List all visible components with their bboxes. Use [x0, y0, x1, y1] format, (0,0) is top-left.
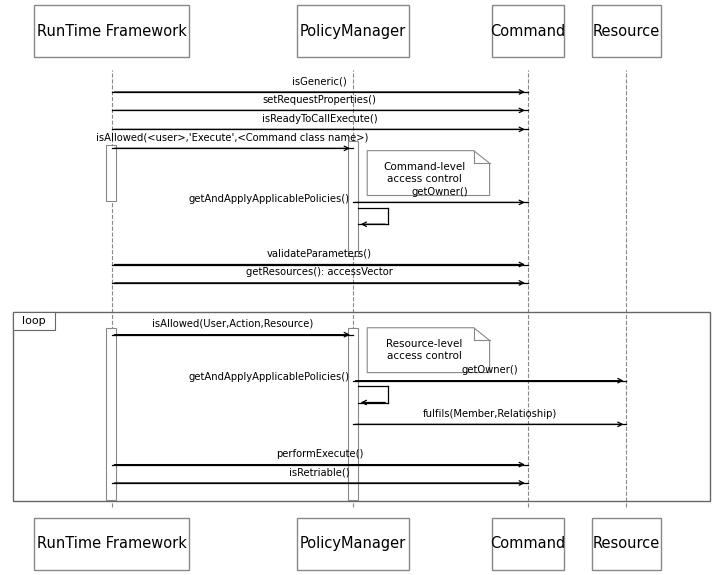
Text: getOwner(): getOwner()	[412, 187, 469, 197]
Text: Resource-level
access control: Resource-level access control	[386, 339, 463, 361]
Text: Command-level
access control: Command-level access control	[383, 162, 466, 184]
Text: Resource: Resource	[593, 536, 660, 551]
Bar	[297, 518, 409, 570]
Polygon shape	[367, 151, 490, 196]
Text: RunTime Framework: RunTime Framework	[37, 536, 186, 551]
Bar	[593, 518, 661, 570]
Bar	[492, 518, 564, 570]
Text: Command: Command	[490, 536, 565, 551]
Text: performExecute(): performExecute()	[276, 449, 364, 459]
Text: setRequestProperties(): setRequestProperties()	[263, 95, 377, 105]
Text: isGeneric(): isGeneric()	[292, 76, 347, 86]
Text: getOwner(): getOwner()	[462, 365, 518, 375]
Bar	[348, 141, 358, 256]
Bar	[35, 518, 189, 570]
Text: Command: Command	[490, 24, 565, 39]
Bar	[593, 5, 661, 57]
Text: PolicyManager: PolicyManager	[300, 24, 406, 39]
Polygon shape	[367, 328, 490, 373]
Text: RunTime Framework: RunTime Framework	[37, 24, 186, 39]
Bar	[106, 328, 116, 500]
Text: getAndApplyApplicablePolicies(): getAndApplyApplicablePolicies()	[188, 372, 349, 382]
Bar	[492, 5, 564, 57]
Bar	[348, 328, 358, 500]
Bar	[35, 5, 189, 57]
Bar	[106, 145, 116, 201]
Text: Resource: Resource	[593, 24, 660, 39]
Bar	[13, 312, 710, 501]
Text: getResources(): accessVector: getResources(): accessVector	[246, 267, 393, 277]
Text: isAllowed(User,Action,Resource): isAllowed(User,Action,Resource)	[152, 319, 312, 329]
Text: getAndApplyApplicablePolicies(): getAndApplyApplicablePolicies()	[188, 194, 349, 204]
Text: validateParameters(): validateParameters()	[267, 249, 372, 259]
Bar	[13, 312, 55, 330]
Bar	[297, 5, 409, 57]
Text: fulfils(Member,Relatioship): fulfils(Member,Relatioship)	[423, 409, 557, 419]
Text: isAllowed(<user>,'Execute',<Command class name>): isAllowed(<user>,'Execute',<Command clas…	[96, 133, 369, 143]
Text: isRetriable(): isRetriable()	[289, 467, 350, 477]
Text: PolicyManager: PolicyManager	[300, 536, 406, 551]
Text: isReadyToCallExecute(): isReadyToCallExecute()	[262, 114, 377, 124]
Text: loop: loop	[22, 316, 45, 326]
